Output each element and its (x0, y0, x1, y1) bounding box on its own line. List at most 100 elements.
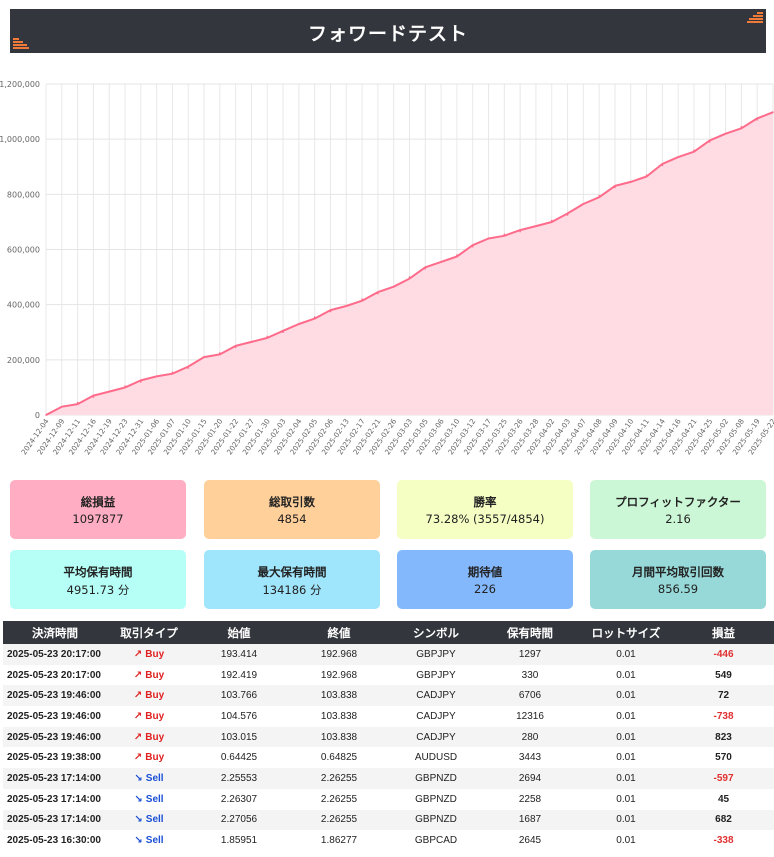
arrow-up-right-icon: ↗ (133, 669, 143, 681)
chart-y-tick-label: 400,000 (7, 301, 40, 310)
cell-profit-loss: -338 (673, 830, 774, 851)
chart-data-point (424, 268, 427, 270)
chart-y-tick-label: 0 (35, 411, 40, 420)
stat-card-profit-factor: プロフィットファクター 2.16 (590, 480, 766, 539)
cell-symbol: CADJPY (391, 706, 481, 727)
trade-type-label: Sell (145, 772, 164, 784)
stat-card-win-rate: 勝率 73.28% (3557/4854) (397, 480, 573, 539)
cell-symbol: GBPNZD (391, 788, 481, 810)
cell-close-price: 192.968 (287, 644, 391, 665)
chart-data-point (598, 194, 600, 197)
chart-data-point (266, 335, 269, 338)
cell-hold-time: 12316 (481, 706, 579, 727)
cell-hold-time: 1297 (481, 644, 579, 665)
chart-data-point (140, 381, 142, 383)
cell-profit-loss: -597 (673, 768, 774, 789)
chart-data-point (92, 396, 95, 398)
stat-label: 最大保有時間 (257, 565, 327, 579)
chart-data-point (298, 323, 300, 325)
chart-data-point (108, 390, 111, 393)
trade-type-label: Buy (145, 669, 165, 681)
cell-open-price: 103.015 (191, 726, 287, 748)
arrow-up-right-icon: ↗ (133, 648, 143, 660)
chart-data-point (550, 219, 553, 222)
cell-symbol: CADJPY (391, 726, 481, 748)
cell-lot-size: 0.01 (579, 664, 673, 686)
cell-symbol: GBPJPY (391, 644, 481, 665)
cell-profit-loss: -738 (673, 706, 774, 727)
header-decoration-icon (13, 38, 29, 50)
cell-trade-type: ↗ Buy (107, 664, 191, 686)
arrow-down-right-icon: ↘ (134, 835, 143, 847)
cell-profit-loss: 45 (673, 788, 774, 810)
cell-lot-size: 0.01 (579, 788, 673, 810)
cell-trade-type: ↗ Buy (107, 726, 191, 748)
cell-open-price: 192.419 (191, 664, 287, 686)
chart-data-point (519, 230, 521, 233)
cell-close-time: 2025-05-23 19:38:00 (3, 747, 107, 769)
cell-trade-type: ↘ Sell (107, 830, 191, 851)
arrow-down-right-icon: ↘ (134, 772, 143, 784)
stat-card-max-hold: 最大保有時間 134186 分 (204, 550, 380, 609)
cell-close-time: 2025-05-23 16:30:00 (3, 830, 107, 851)
stat-card-monthly-trades: 月間平均取引回数 856.59 (590, 550, 766, 609)
chart-data-point (503, 233, 506, 236)
chart-data-point (203, 356, 205, 358)
chart-data-point (566, 214, 569, 216)
chart-data-point (392, 285, 395, 288)
chart-data-point (313, 316, 316, 318)
chart-y-tick-label: 600,000 (7, 246, 40, 255)
chart-data-point (76, 401, 79, 404)
cell-trade-type: ↗ Buy (107, 747, 191, 769)
column-header-profit-loss: 損益 (673, 621, 774, 644)
chart-y-tick-label: 1,200,000 (0, 80, 40, 89)
chart-data-point (187, 367, 190, 369)
cell-trade-type: ↗ Buy (107, 706, 191, 727)
cell-close-price: 2.26255 (287, 788, 391, 810)
chart-data-point (440, 261, 442, 263)
chart-data-point (661, 164, 664, 167)
stat-value: 1097877 (72, 512, 124, 526)
chart-data-point (456, 254, 458, 256)
chart-data-point (171, 371, 174, 374)
chart-data-point (629, 181, 632, 183)
chart-data-point (408, 276, 411, 278)
trade-type-label: Buy (145, 648, 165, 660)
table-row: 2025-05-23 20:17:00 ↗ Buy 192.419 192.968 GBP… (3, 664, 774, 686)
table-row: 2025-05-23 16:30:00 ↘ Sell 1.85951 1.86277 GB… (3, 830, 774, 851)
cell-profit-loss: 549 (673, 664, 774, 686)
cell-close-time: 2025-05-23 20:17:00 (3, 644, 107, 665)
cell-close-time: 2025-05-23 17:14:00 (3, 788, 107, 810)
chart-data-point (155, 375, 158, 378)
table-row: 2025-05-23 17:14:00 ↘ Sell 2.25553 2.26255 GB… (3, 768, 774, 789)
chart-data-point (329, 310, 332, 313)
cell-close-price: 2.26255 (287, 768, 391, 789)
cell-close-time: 2025-05-23 19:46:00 (3, 706, 107, 727)
stat-value: 134186 分 (262, 583, 322, 597)
cell-open-price: 2.26307 (191, 788, 287, 810)
cell-profit-loss: 570 (673, 747, 774, 769)
stat-label: 勝率 (473, 495, 497, 509)
chart-data-point (219, 352, 221, 354)
cell-close-time: 2025-05-23 19:46:00 (3, 726, 107, 748)
cell-open-price: 104.576 (191, 706, 287, 727)
cell-close-time: 2025-05-23 17:14:00 (3, 809, 107, 831)
arrow-up-right-icon: ↗ (133, 710, 143, 722)
stat-label: 総損益 (80, 495, 116, 509)
cell-lot-size: 0.01 (579, 747, 673, 769)
chart-data-point (282, 331, 284, 334)
cell-trade-type: ↗ Buy (107, 685, 191, 707)
cell-close-price: 1.86277 (287, 830, 391, 851)
cell-close-price: 0.64825 (287, 747, 391, 769)
chart-data-point (756, 119, 758, 121)
chart-data-point (124, 385, 126, 387)
cell-symbol: GBPJPY (391, 664, 481, 686)
cell-close-price: 192.968 (287, 664, 391, 686)
trade-type-label: Sell (145, 793, 164, 805)
cell-symbol: GBPNZD (391, 809, 481, 831)
cell-lot-size: 0.01 (579, 830, 673, 851)
stat-label: 期待値 (467, 565, 503, 579)
stat-card-expectancy: 期待値 226 (397, 550, 573, 609)
cell-lot-size: 0.01 (579, 685, 673, 707)
cell-lot-size: 0.01 (579, 726, 673, 748)
